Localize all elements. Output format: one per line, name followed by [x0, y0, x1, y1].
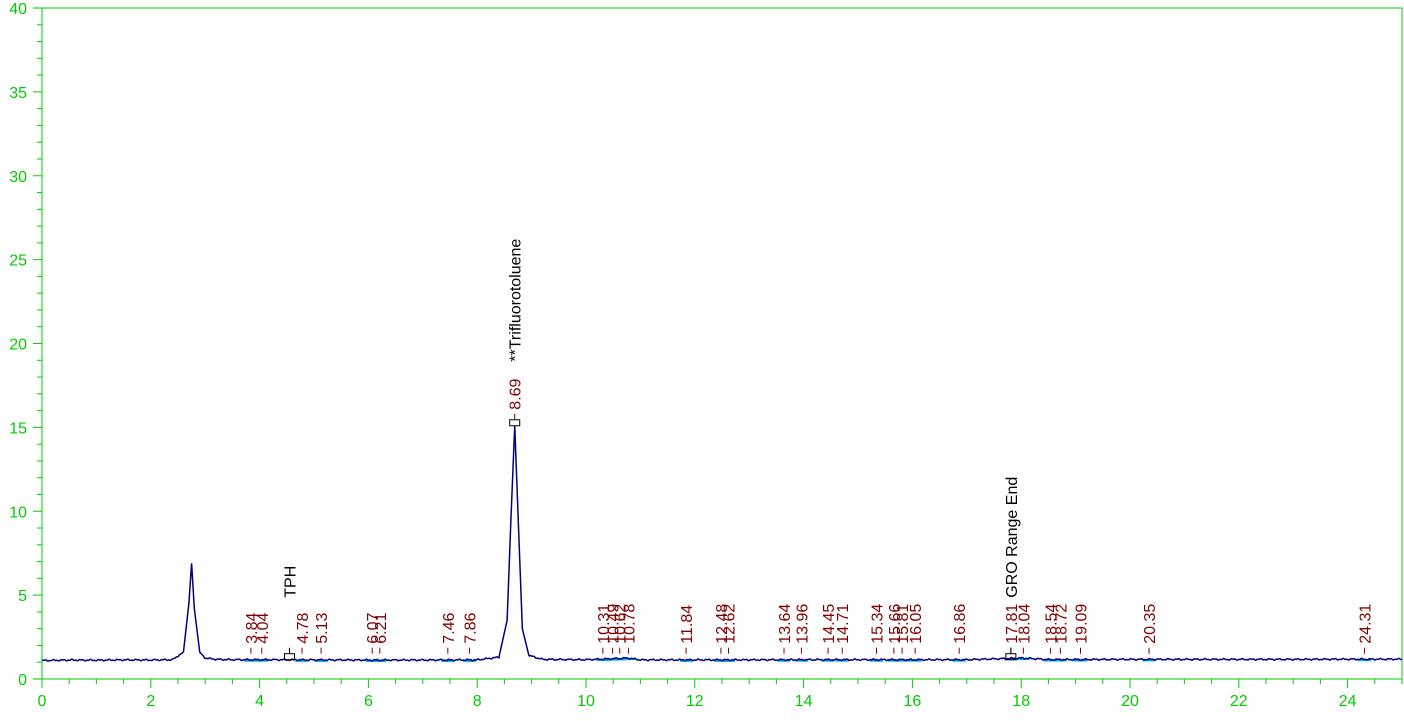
- peak-label: 6.21: [373, 612, 390, 643]
- y-tick-label: 15: [9, 420, 27, 437]
- peak-label: 4.04: [255, 612, 272, 643]
- x-tick-label: 18: [1012, 693, 1030, 710]
- peak-label: 24.31: [1357, 604, 1374, 644]
- y-tick-label: 20: [9, 337, 27, 354]
- x-tick-label: 10: [577, 693, 595, 710]
- x-tick-label: 0: [38, 693, 47, 710]
- annotation-label: **Trifluorotoluene: [508, 239, 525, 362]
- x-tick-label: 14: [795, 693, 813, 710]
- trace: [41, 425, 1403, 662]
- plot-frame: [41, 7, 1403, 680]
- peak-label: 7.46: [441, 612, 458, 643]
- peak-label: 18.04: [1016, 604, 1033, 644]
- trace-line: [41, 425, 1403, 662]
- x-tick-label: 22: [1230, 693, 1248, 710]
- peak-marker: [509, 419, 521, 427]
- x-tick-label: 20: [1121, 693, 1139, 710]
- peak-label: 15.81: [895, 604, 912, 644]
- peak-label: 18.72: [1053, 604, 1070, 644]
- peak-label: 18.54: [1044, 604, 1061, 644]
- peak-label: 12.48: [714, 604, 731, 644]
- y-tick-label: 10: [9, 504, 27, 521]
- y-tick-label: 40: [9, 1, 27, 18]
- peak-label: 17.81: [1004, 604, 1021, 644]
- peak-label: 10.31: [596, 604, 613, 644]
- peak-label: 14.45: [821, 604, 838, 644]
- peak-label: 8.69: [508, 378, 525, 409]
- x-tick-label: 6: [364, 693, 373, 710]
- peak-labels: 3.844.04 4.78 5.13 6.076.21 7.46 7.86 8.69 10.3…: [244, 378, 1374, 654]
- x-tick-label: 8: [473, 693, 482, 710]
- peak-label: 3.84: [244, 612, 261, 643]
- peak-label: 7.86: [463, 612, 480, 643]
- peak-label: 20.35: [1142, 604, 1159, 644]
- y-tick-label: 25: [9, 253, 27, 270]
- peak-label: 13.64: [777, 604, 794, 644]
- peak-label: 14.71: [835, 604, 852, 644]
- peak-label: 19.09: [1073, 604, 1090, 644]
- peak-label: 6.07: [365, 612, 382, 643]
- peak-label: 10.49: [606, 604, 623, 644]
- peak-label: 10.62: [613, 604, 630, 644]
- y-tick-label: 35: [9, 85, 27, 102]
- peak-label: 13.96: [794, 604, 811, 644]
- x-tick-label: 2: [146, 693, 155, 710]
- peak-label: 11.84: [679, 605, 696, 644]
- peak-label: 15.66: [887, 604, 904, 644]
- annotation-label: TPH: [283, 566, 300, 598]
- peak-label: 15.34: [869, 604, 886, 644]
- peak-label: 16.05: [908, 604, 925, 644]
- peak-label: 16.86: [952, 604, 969, 644]
- x-tick-label: 12: [686, 693, 704, 710]
- peak-label: 10.78: [621, 604, 638, 644]
- x-tick-label: 24: [1339, 693, 1357, 710]
- y-tick-label: 30: [9, 169, 27, 186]
- x-tick-label: 4: [255, 693, 264, 710]
- y-tick-label: 5: [18, 588, 27, 605]
- x-tick-label: 16: [904, 693, 922, 710]
- peak-label: 12.62: [722, 604, 739, 644]
- y-tick-label: 0: [18, 672, 27, 689]
- peak-label: 4.78: [295, 612, 312, 643]
- annotations: **Trifluorotoluene TPH GRO Range End: [283, 239, 1021, 661]
- peak-label: 5.13: [314, 612, 331, 643]
- annotation-label: GRO Range End: [1004, 477, 1021, 598]
